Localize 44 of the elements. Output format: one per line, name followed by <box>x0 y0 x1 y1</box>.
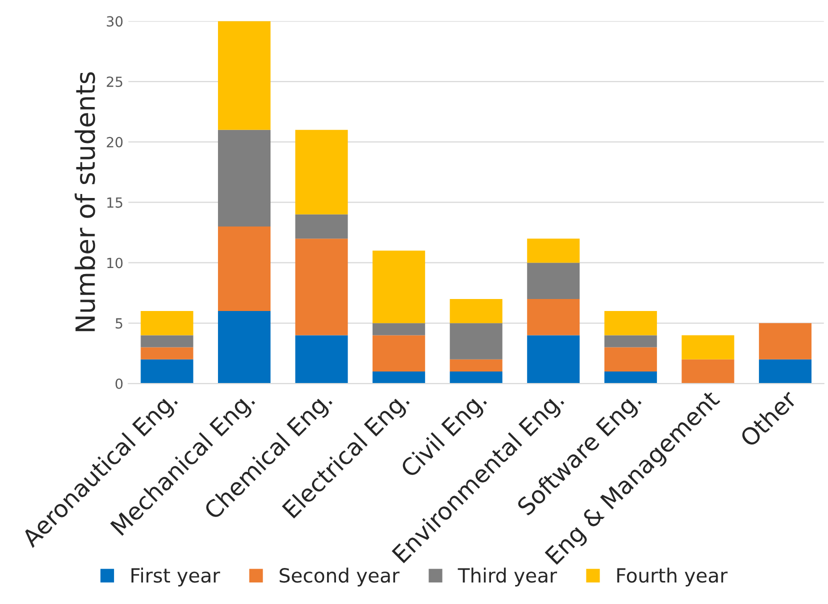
bar <box>604 335 657 348</box>
bar <box>218 21 271 130</box>
bar <box>295 214 348 239</box>
bar <box>604 311 657 336</box>
bar <box>758 359 812 384</box>
bar <box>527 335 580 384</box>
bar <box>527 298 580 336</box>
y-tick-label: 25 <box>106 76 122 88</box>
bar <box>140 335 194 348</box>
bar <box>140 311 194 336</box>
bar <box>450 359 502 372</box>
bar <box>372 371 426 384</box>
bar <box>140 347 194 360</box>
bar <box>295 335 348 384</box>
legend-label: Fourth year <box>617 568 728 586</box>
y-tick-label: 20 <box>106 136 123 148</box>
bar <box>218 311 271 384</box>
y-tick-label: 5 <box>116 318 122 329</box>
y-tick-label: 30 <box>106 16 123 27</box>
bar <box>527 262 580 299</box>
bar <box>450 323 502 360</box>
y-tick-label: 10 <box>107 258 123 268</box>
bar <box>758 323 812 360</box>
bar <box>527 238 580 263</box>
y-tick-label: 15 <box>107 197 122 208</box>
bar <box>604 347 657 372</box>
bar <box>295 130 348 214</box>
legend-label: First year <box>132 568 220 586</box>
y-tick-label: 0 <box>116 378 123 390</box>
legend-label: Third year <box>458 568 558 586</box>
bar <box>682 359 734 384</box>
bar <box>372 323 426 336</box>
bar <box>372 250 426 324</box>
bar <box>682 335 734 360</box>
y-axis-title: Number of students <box>74 72 96 332</box>
bar <box>604 371 657 384</box>
legend-label: Second year <box>280 568 400 586</box>
bar <box>218 130 271 226</box>
bar <box>372 335 426 372</box>
bar <box>450 298 502 324</box>
bar <box>295 238 348 336</box>
bar <box>450 371 502 384</box>
bar <box>218 226 271 312</box>
bar <box>140 359 194 384</box>
